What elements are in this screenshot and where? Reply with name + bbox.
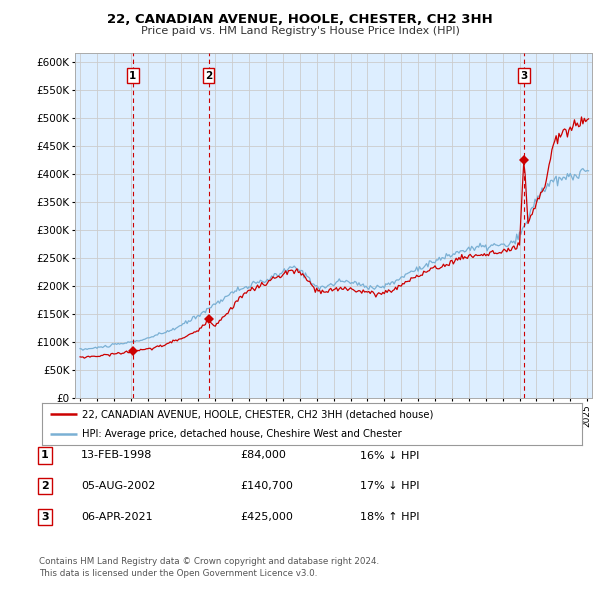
Text: 13-FEB-1998: 13-FEB-1998 <box>81 451 152 460</box>
Text: 2: 2 <box>205 71 212 81</box>
Text: HPI: Average price, detached house, Cheshire West and Chester: HPI: Average price, detached house, Ches… <box>83 430 402 440</box>
Text: 05-AUG-2002: 05-AUG-2002 <box>81 481 155 491</box>
Text: £425,000: £425,000 <box>240 512 293 522</box>
Text: 3: 3 <box>520 71 528 81</box>
Text: 06-APR-2021: 06-APR-2021 <box>81 512 152 522</box>
Text: 1: 1 <box>41 451 49 460</box>
Text: £84,000: £84,000 <box>240 451 286 460</box>
Text: 3: 3 <box>41 512 49 522</box>
Text: 18% ↑ HPI: 18% ↑ HPI <box>360 512 419 522</box>
Text: 2: 2 <box>41 481 49 491</box>
Text: 1: 1 <box>129 71 136 81</box>
Text: 16% ↓ HPI: 16% ↓ HPI <box>360 451 419 460</box>
Text: Price paid vs. HM Land Registry's House Price Index (HPI): Price paid vs. HM Land Registry's House … <box>140 26 460 35</box>
Text: 17% ↓ HPI: 17% ↓ HPI <box>360 481 419 491</box>
Text: 22, CANADIAN AVENUE, HOOLE, CHESTER, CH2 3HH (detached house): 22, CANADIAN AVENUE, HOOLE, CHESTER, CH2… <box>83 409 434 419</box>
Text: Contains HM Land Registry data © Crown copyright and database right 2024.
This d: Contains HM Land Registry data © Crown c… <box>39 558 379 578</box>
Text: £140,700: £140,700 <box>240 481 293 491</box>
Text: 22, CANADIAN AVENUE, HOOLE, CHESTER, CH2 3HH: 22, CANADIAN AVENUE, HOOLE, CHESTER, CH2… <box>107 13 493 26</box>
